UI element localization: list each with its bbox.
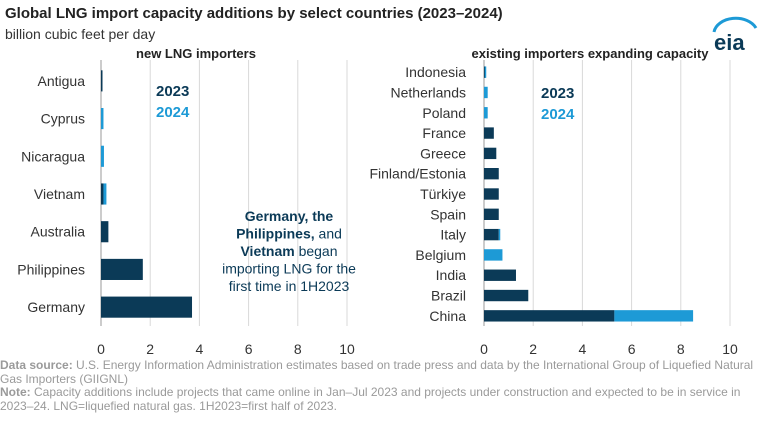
bar-2023	[484, 208, 499, 220]
category-label: Philippines	[17, 261, 85, 277]
x-tick-label: 10	[722, 341, 738, 357]
bar-2024	[484, 66, 487, 78]
eia-logo: eia	[712, 16, 758, 55]
category-label: Italy	[440, 227, 466, 243]
bar-2023	[101, 183, 104, 205]
annotation-span: Philippines,	[236, 226, 315, 242]
bar-2023	[484, 289, 529, 302]
category-label: Türkiye	[420, 186, 466, 202]
data-source-label: Data source:	[0, 358, 73, 372]
x-tick-label: 2	[146, 341, 154, 357]
bar-2023	[484, 147, 497, 160]
bar-2023	[484, 127, 494, 139]
bar-2023	[101, 221, 109, 243]
annotation-line: Germany, the	[245, 208, 334, 224]
annotation-line: Vietnam began	[240, 243, 337, 259]
annotation-line: first time in 1H2023	[229, 278, 350, 294]
bar-2024	[498, 228, 501, 241]
x-tick-label: 8	[677, 341, 685, 357]
annotation-span: first time in 1H2023	[229, 278, 350, 294]
category-label: Brazil	[431, 288, 466, 304]
annotation-line: Philippines, and	[236, 226, 342, 242]
x-tick-label: 4	[579, 341, 587, 357]
bar-2023	[484, 269, 516, 281]
category-label: Netherlands	[391, 84, 467, 100]
x-tick-label: 8	[294, 341, 302, 357]
annotation-span: importing LNG for the	[222, 261, 356, 277]
category-label: Finland/Estonia	[369, 166, 466, 182]
legend-2024: 2024	[156, 104, 190, 121]
bar-2024	[103, 183, 107, 205]
bar-2023	[101, 70, 103, 92]
bar-2023	[101, 296, 193, 318]
x-tick-label: 6	[628, 341, 636, 357]
category-label: China	[429, 308, 466, 324]
category-label: Greece	[420, 145, 466, 161]
category-label: Nicaragua	[21, 148, 85, 164]
category-label: Spain	[430, 206, 466, 222]
annotation-span: and	[315, 226, 342, 242]
annotation-span: Germany, the	[245, 208, 334, 224]
legend-2024: 2024	[541, 106, 575, 123]
panel-title: new LNG importers	[136, 46, 256, 61]
bar-2024	[101, 145, 104, 167]
bar-2024	[484, 107, 488, 119]
category-label: Belgium	[415, 247, 466, 263]
logo-text: eia	[714, 30, 745, 55]
note: Note: Capacity additions include project…	[0, 385, 766, 413]
data-source-text: U.S. Energy Information Administration e…	[0, 358, 754, 386]
legend-2023: 2023	[541, 85, 574, 102]
x-tick-label: 10	[339, 341, 355, 357]
bar-2023	[101, 258, 143, 280]
footnote: Data source: U.S. Energy Information Adm…	[0, 358, 766, 413]
category-label: Vietnam	[34, 186, 85, 202]
bar-2023	[484, 228, 499, 241]
chart-subtitle: billion cubic feet per day	[5, 26, 156, 42]
bar-2023	[484, 310, 615, 322]
x-tick-label: 0	[480, 341, 488, 357]
panel-title: existing importers expanding capacity	[472, 46, 710, 61]
note-label: Note:	[0, 385, 31, 399]
x-tick-label: 4	[196, 341, 204, 357]
bar-2023	[484, 168, 499, 180]
logo-arc	[712, 16, 758, 33]
x-tick-label: 2	[529, 341, 537, 357]
category-label: France	[422, 125, 466, 141]
chart-title: Global LNG import capacity additions by …	[5, 5, 503, 22]
annotation-line: importing LNG for the	[222, 261, 356, 277]
data-source: Data source: U.S. Energy Information Adm…	[0, 358, 766, 386]
chart-area: 0 2 4 6 8 10 new LNG importers Antigua Cyprus Nic…	[17, 46, 738, 357]
category-label: Poland	[422, 105, 466, 121]
legend-2023: 2023	[156, 83, 189, 100]
bar-2024	[484, 249, 503, 261]
bar-2024	[101, 108, 104, 130]
category-label: Cyprus	[41, 111, 85, 127]
note-text: Capacity additions include projects that…	[0, 385, 741, 413]
bar-2024	[614, 310, 694, 322]
annotation-span: Vietnam	[240, 243, 294, 259]
category-label: Australia	[31, 224, 86, 240]
annotation-span: began	[295, 243, 338, 259]
bar-2023	[484, 188, 499, 200]
x-tick-label: 0	[97, 341, 105, 357]
category-label: India	[436, 267, 467, 283]
category-label: Indonesia	[405, 64, 466, 80]
category-label: Antigua	[38, 73, 86, 89]
category-label: Germany	[27, 299, 85, 315]
bar-2024	[484, 86, 488, 99]
x-tick-label: 6	[245, 341, 253, 357]
